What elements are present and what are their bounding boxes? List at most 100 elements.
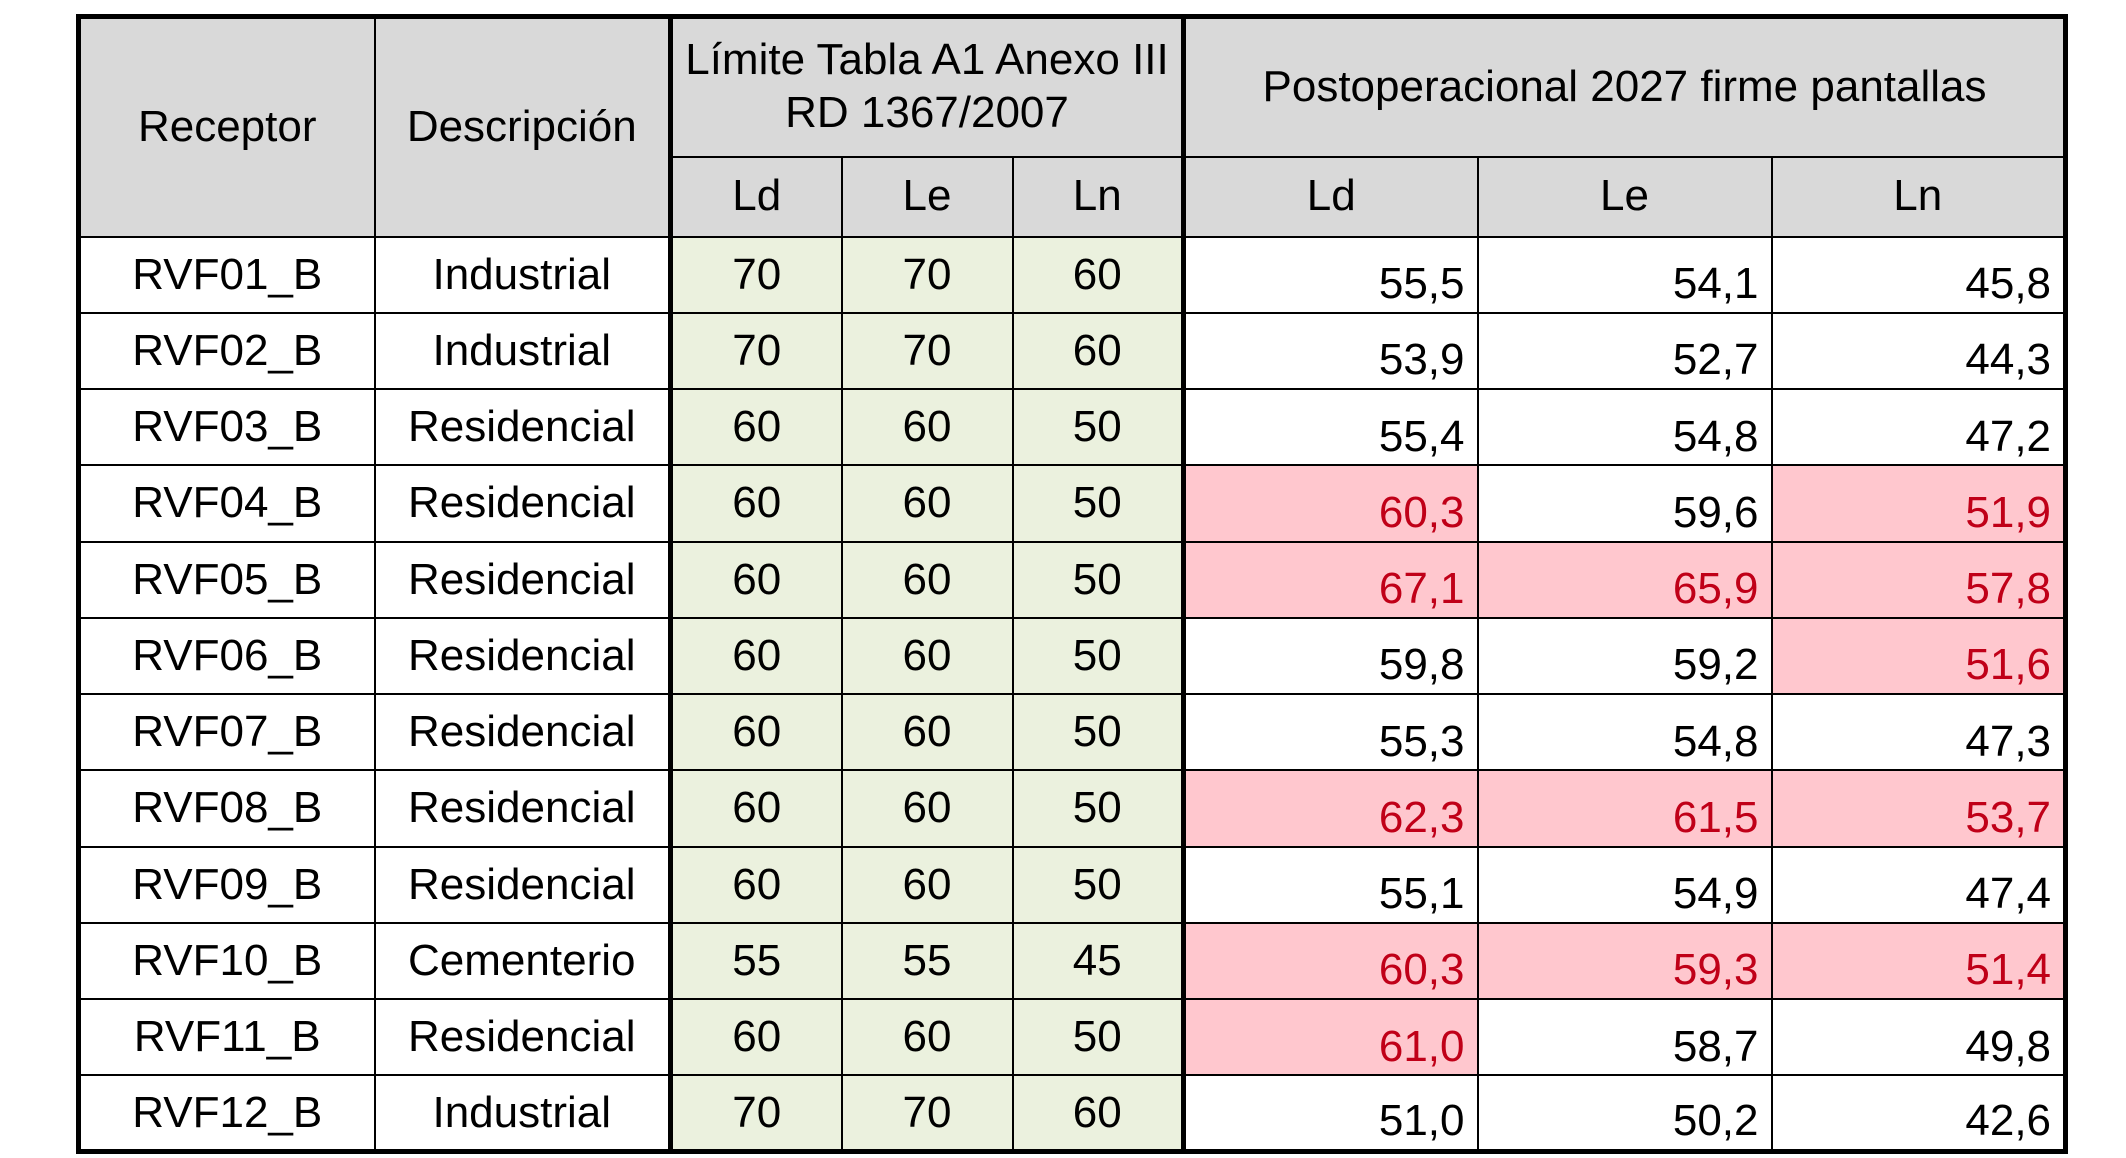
limit-ln-cell: 60 xyxy=(1011,235,1185,314)
descripcion-cell: Residencial xyxy=(373,540,672,619)
limit-ld-cell: 55 xyxy=(668,921,843,1001)
post-ln-cell: 45,8 xyxy=(1770,235,2067,314)
limit-ln-cell: 60 xyxy=(1011,311,1185,391)
limit-ld-cell: 60 xyxy=(668,616,843,696)
receptor-cell: RVF07_B xyxy=(77,692,376,772)
limit-le-cell: 60 xyxy=(840,616,1014,696)
limit-ld-cell: 60 xyxy=(668,540,843,619)
post-ln-cell: 51,6 xyxy=(1770,616,2067,696)
receptor-cell: RVF12_B xyxy=(77,1074,376,1153)
limit-le-cell: 55 xyxy=(840,921,1014,1001)
limit-ln-cell: 50 xyxy=(1011,769,1185,848)
limit-ld-cell: 60 xyxy=(668,769,843,848)
post-le-cell: 65,9 xyxy=(1476,540,1773,619)
limit-ln-cell: 50 xyxy=(1011,692,1185,772)
limit-le-cell: 60 xyxy=(840,464,1014,543)
post-ln-cell: 51,9 xyxy=(1770,464,2067,543)
post-ld-cell: 60,3 xyxy=(1181,464,1479,543)
post-le-cell: 52,7 xyxy=(1476,311,1773,391)
limit-ld-cell: 70 xyxy=(668,235,843,314)
limit-ln-cell: 50 xyxy=(1011,540,1185,619)
table-row: RVF08_B Residencial 60 60 50 62,3 61,5 5… xyxy=(77,769,2067,848)
receptor-cell: RVF10_B xyxy=(77,921,376,1001)
table-row: RVF01_B Industrial 70 70 60 55,5 54,1 45… xyxy=(77,235,2067,314)
post-le-cell: 54,8 xyxy=(1476,387,1773,467)
limit-le-cell: 60 xyxy=(840,997,1014,1077)
limit-le-cell: 70 xyxy=(840,1074,1014,1153)
limit-ld-cell: 60 xyxy=(668,464,843,543)
table-row: RVF10_B Cementerio 55 55 45 60,3 59,3 51… xyxy=(77,921,2067,1001)
post-ld-cell: 67,1 xyxy=(1181,540,1479,619)
post-ln-cell: 49,8 xyxy=(1770,997,2067,1077)
receptor-cell: RVF09_B xyxy=(77,845,376,924)
table-header: Receptor Descripción Límite Tabla A1 Ane… xyxy=(77,15,2067,238)
post-le-cell: 54,9 xyxy=(1476,845,1773,924)
descripcion-cell: Residencial xyxy=(373,769,672,848)
post-ld-cell: 59,8 xyxy=(1181,616,1479,696)
limit-ln-cell: 50 xyxy=(1011,464,1185,543)
post-ld-cell: 55,3 xyxy=(1181,692,1479,772)
limit-le-cell: 60 xyxy=(840,387,1014,467)
post-ld-cell: 51,0 xyxy=(1181,1074,1479,1153)
post-ld-cell: 61,0 xyxy=(1181,997,1479,1077)
receptor-cell: RVF06_B xyxy=(77,616,376,696)
header-limite-ld: Ld xyxy=(668,155,843,238)
header-post-ln: Ln xyxy=(1770,155,2067,238)
post-ld-cell: 60,3 xyxy=(1181,921,1479,1001)
descripcion-cell: Residencial xyxy=(373,997,672,1077)
header-post-ld: Ld xyxy=(1181,155,1479,238)
descripcion-cell: Industrial xyxy=(373,311,672,391)
post-ln-cell: 47,4 xyxy=(1770,845,2067,924)
limit-ln-cell: 50 xyxy=(1011,387,1185,467)
header-limite-le: Le xyxy=(840,155,1014,238)
post-ln-cell: 44,3 xyxy=(1770,311,2067,391)
table-row: RVF04_B Residencial 60 60 50 60,3 59,6 5… xyxy=(77,464,2067,543)
header-descripcion: Descripción xyxy=(373,15,672,238)
descripcion-cell: Residencial xyxy=(373,464,672,543)
post-ln-cell: 53,7 xyxy=(1770,769,2067,848)
header-limite-group: Límite Tabla A1 Anexo III RD 1367/2007 xyxy=(668,15,1185,158)
table-row: RVF11_B Residencial 60 60 50 61,0 58,7 4… xyxy=(77,997,2067,1077)
receptor-cell: RVF01_B xyxy=(77,235,376,314)
receptor-cell: RVF04_B xyxy=(77,464,376,543)
receptor-cell: RVF05_B xyxy=(77,540,376,619)
table-row: RVF12_B Industrial 70 70 60 51,0 50,2 42… xyxy=(77,1074,2067,1153)
descripcion-cell: Residencial xyxy=(373,616,672,696)
table-row: RVF09_B Residencial 60 60 50 55,1 54,9 4… xyxy=(77,845,2067,924)
table-row: RVF03_B Residencial 60 60 50 55,4 54,8 4… xyxy=(77,387,2067,467)
header-limite-ln: Ln xyxy=(1011,155,1185,238)
post-le-cell: 50,2 xyxy=(1476,1074,1773,1153)
table-row: RVF02_B Industrial 70 70 60 53,9 52,7 44… xyxy=(77,311,2067,391)
limit-ld-cell: 70 xyxy=(668,311,843,391)
limit-le-cell: 60 xyxy=(840,692,1014,772)
table-row: RVF06_B Residencial 60 60 50 59,8 59,2 5… xyxy=(77,616,2067,696)
descripcion-cell: Residencial xyxy=(373,387,672,467)
receptor-cell: RVF03_B xyxy=(77,387,376,467)
limit-ld-cell: 60 xyxy=(668,997,843,1077)
post-ln-cell: 47,3 xyxy=(1770,692,2067,772)
limit-ln-cell: 50 xyxy=(1011,616,1185,696)
descripcion-cell: Cementerio xyxy=(373,921,672,1001)
limit-ln-cell: 45 xyxy=(1011,921,1185,1001)
receptor-cell: RVF11_B xyxy=(77,997,376,1077)
post-ld-cell: 55,1 xyxy=(1181,845,1479,924)
limit-ld-cell: 70 xyxy=(668,1074,843,1153)
post-ld-cell: 55,4 xyxy=(1181,387,1479,467)
post-le-cell: 54,8 xyxy=(1476,692,1773,772)
post-ld-cell: 53,9 xyxy=(1181,311,1479,391)
post-le-cell: 58,7 xyxy=(1476,997,1773,1077)
post-le-cell: 59,6 xyxy=(1476,464,1773,543)
limit-le-cell: 70 xyxy=(840,311,1014,391)
limit-le-cell: 60 xyxy=(840,769,1014,848)
post-ln-cell: 51,4 xyxy=(1770,921,2067,1001)
limit-ld-cell: 60 xyxy=(668,692,843,772)
descripcion-cell: Residencial xyxy=(373,845,672,924)
limit-ln-cell: 50 xyxy=(1011,997,1185,1077)
limit-le-cell: 70 xyxy=(840,235,1014,314)
descripcion-cell: Residencial xyxy=(373,692,672,772)
receptor-cell: RVF08_B xyxy=(77,769,376,848)
post-le-cell: 59,3 xyxy=(1476,921,1773,1001)
post-le-cell: 61,5 xyxy=(1476,769,1773,848)
post-ln-cell: 57,8 xyxy=(1770,540,2067,619)
header-post-le: Le xyxy=(1476,155,1773,238)
